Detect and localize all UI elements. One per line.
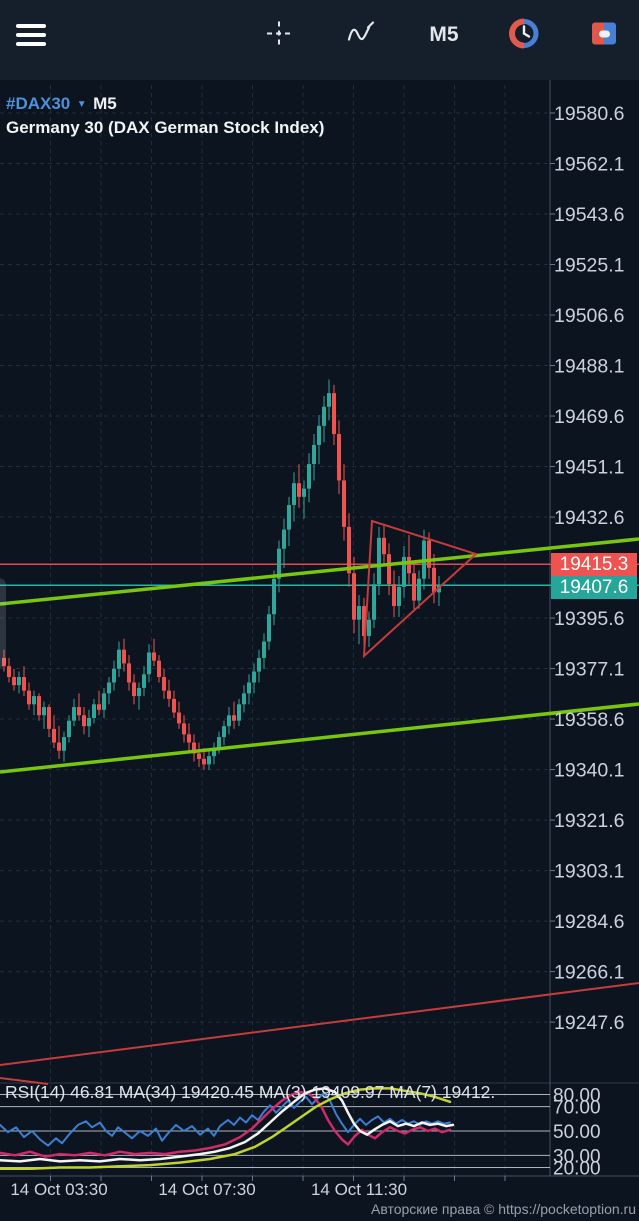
svg-text:19266.1: 19266.1 <box>554 962 625 984</box>
indicators-button[interactable] <box>340 13 382 58</box>
menu-button[interactable] <box>10 13 52 57</box>
y-axis-labels: 19580.6 19562.1 19543.6 19525.1 19506.6 19488… <box>554 103 625 1034</box>
hamburger-icon <box>16 24 46 28</box>
grid-layer <box>0 85 550 1176</box>
svg-text:70.00: 70.00 <box>553 1098 601 1119</box>
price-tag-upper: 19415.3 <box>551 553 637 576</box>
svg-text:19488.1: 19488.1 <box>554 356 625 378</box>
svg-text:19321.6: 19321.6 <box>554 810 625 832</box>
ma-magenta <box>0 1090 452 1158</box>
svg-text:19451.1: 19451.1 <box>554 457 625 479</box>
svg-text:19340.1: 19340.1 <box>554 760 625 782</box>
svg-text:19358.6: 19358.6 <box>554 709 625 731</box>
rsi-line <box>0 1092 451 1147</box>
trendline-support-red-short[interactable] <box>0 1077 49 1085</box>
svg-text:19284.6: 19284.6 <box>554 911 625 933</box>
time-label: 14 Oct 11:30 <box>310 1180 408 1199</box>
svg-text:30.00: 30.00 <box>553 1146 601 1167</box>
trendline-channel-lower-green[interactable] <box>0 702 639 774</box>
svg-text:80.00: 80.00 <box>553 1085 601 1106</box>
svg-text:19303.1: 19303.1 <box>554 861 625 883</box>
svg-text:19562.1: 19562.1 <box>554 154 625 176</box>
svg-text:20.00: 20.00 <box>553 1159 601 1180</box>
symbol-header[interactable]: #DAX30 ▼ M5 Germany 30 (DAX German Stock… <box>6 92 324 139</box>
split-view-red-blue-icon <box>592 22 616 45</box>
indicator-header: RSI(14) 46.81 MA(34) 19420.45 MA(3) 1940… <box>5 1082 496 1102</box>
indicators-wave-icon <box>347 21 375 41</box>
symbol-name[interactable]: #DAX30 <box>6 94 71 113</box>
rsi-level-lines <box>0 1093 550 1169</box>
time-axis: 14 Oct 03:30 14 Oct 07:30 14 Oct 11:30 <box>0 1180 639 1204</box>
pennant-triangle[interactable] <box>362 519 478 659</box>
trendline-support-red[interactable] <box>0 982 639 1066</box>
clock-half-red-blue-icon <box>509 18 539 49</box>
svg-text:19247.6: 19247.6 <box>554 1012 625 1034</box>
symbol-description: Germany 30 (DAX German Stock Index) <box>6 118 325 137</box>
candles-layer <box>2 379 441 770</box>
sessions-button[interactable] <box>502 12 546 59</box>
svg-text:19432.6: 19432.6 <box>554 507 625 529</box>
crosshair-icon <box>267 21 291 46</box>
ma-white <box>0 1087 455 1163</box>
crosshair-button[interactable] <box>258 13 300 58</box>
trendline-channel-upper-green[interactable] <box>0 537 639 606</box>
svg-text:19580.6: 19580.6 <box>554 103 625 125</box>
copyright-watermark: Авторские права © https://pocketoption.r… <box>371 1201 636 1217</box>
svg-text:19469.6: 19469.6 <box>554 406 625 428</box>
toolbar: M5 <box>0 0 639 80</box>
split-view-button[interactable] <box>583 14 625 57</box>
time-label: 14 Oct 03:30 <box>10 1180 108 1199</box>
price-tag-current: 19407.6 <box>551 576 637 599</box>
svg-text:19525.1: 19525.1 <box>554 255 625 277</box>
ma-yellow <box>0 1087 452 1170</box>
svg-text:19377.1: 19377.1 <box>554 659 625 681</box>
timeframe-button[interactable]: M5 <box>423 17 464 53</box>
svg-text:19395.6: 19395.6 <box>554 608 625 630</box>
symbol-timeframe: M5 <box>93 94 117 113</box>
svg-text:50.00: 50.00 <box>553 1122 601 1143</box>
chart-drag-handle[interactable] <box>0 578 6 668</box>
pane-borders <box>0 80 639 1181</box>
time-label: 14 Oct 07:30 <box>158 1180 256 1199</box>
chevron-down-icon[interactable]: ▼ <box>76 99 87 110</box>
svg-text:19543.6: 19543.6 <box>554 204 625 226</box>
svg-text:19506.6: 19506.6 <box>554 305 625 327</box>
